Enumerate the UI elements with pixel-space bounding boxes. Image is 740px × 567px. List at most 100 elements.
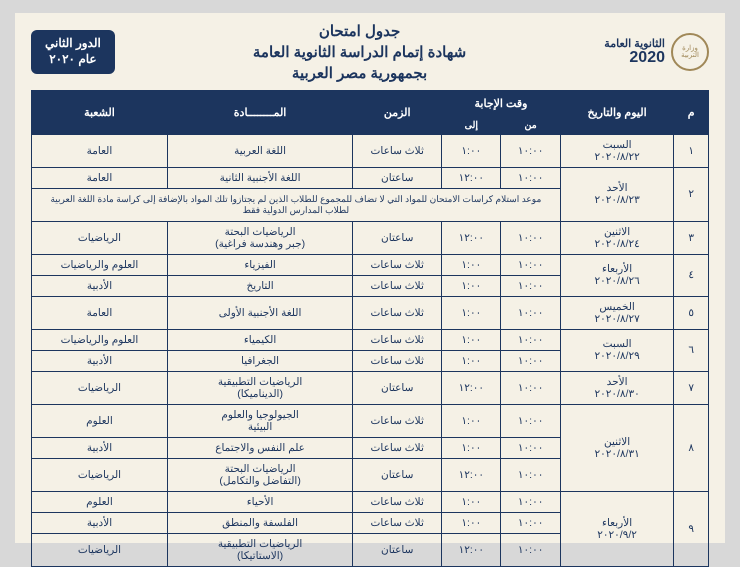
- cell-index: ٧: [674, 371, 709, 404]
- cell-subject: الرياضيات البحتة(جبر وهندسة فراغية): [167, 221, 352, 254]
- cell-branch: العلوم: [32, 404, 168, 437]
- year-logo: الثانوية العامة 2020: [604, 39, 665, 66]
- table-head: م اليوم والتاريخ وقت الإجابة الزمن المــ…: [32, 90, 709, 134]
- cell-to: ١:٠٠: [442, 254, 501, 275]
- cell-subject: الجيولوجيا والعلومالبيئية: [167, 404, 352, 437]
- cell-subject: الرياضيات البحتة(التفاضل والتكامل): [167, 458, 352, 491]
- ministry-emblem: وزارةالتربية: [671, 33, 709, 71]
- col-duration: الزمن: [353, 90, 442, 134]
- cell-subject: التاريخ: [167, 275, 352, 296]
- cell-to: ١٢:٠٠: [442, 167, 501, 188]
- cell-from: ١٠:٠٠: [501, 533, 560, 566]
- cell-subject: اللغة العربية: [167, 134, 352, 167]
- cell-index: ١: [674, 134, 709, 167]
- cell-branch: العلوم: [32, 491, 168, 512]
- cell-to: ١:٠٠: [442, 296, 501, 329]
- cell-branch: الأدبية: [32, 275, 168, 296]
- cell-subject: الأحياء: [167, 491, 352, 512]
- cell-from: ١٠:٠٠: [501, 404, 560, 437]
- logo-area: وزارةالتربية الثانوية العامة 2020: [604, 33, 709, 71]
- col-to: إلى: [442, 116, 501, 134]
- cell-duration: ثلاث ساعات: [353, 329, 442, 350]
- cell-subject: الرياضيات التطبيقية(الاستاتيكا): [167, 533, 352, 566]
- table-row: ٣الاثنين٢٠٢٠/٨/٢٤١٠:٠٠١٢:٠٠ساعتانالرياضي…: [32, 221, 709, 254]
- cell-duration: ساعتان: [353, 167, 442, 188]
- table-row: ٢الأحد٢٠٢٠/٨/٢٣١٠:٠٠١٢:٠٠ساعتاناللغة الأ…: [32, 167, 709, 188]
- cell-duration: ثلاث ساعات: [353, 296, 442, 329]
- table-row: ٧الأحد٢٠٢٠/٨/٣٠١٠:٠٠١٢:٠٠ساعتانالرياضيات…: [32, 371, 709, 404]
- cell-duration: ساعتان: [353, 221, 442, 254]
- cell-to: ١:٠٠: [442, 275, 501, 296]
- cell-branch: العلوم والرياضيات: [32, 254, 168, 275]
- cell-duration: ثلاث ساعات: [353, 134, 442, 167]
- cell-index: ٥: [674, 296, 709, 329]
- cell-branch: الأدبية: [32, 512, 168, 533]
- cell-day: السبت٢٠٢٠/٨/٢٢: [560, 134, 674, 167]
- cell-to: ١:٠٠: [442, 437, 501, 458]
- col-index: م: [674, 90, 709, 134]
- header: وزارةالتربية الثانوية العامة 2020 جدول ا…: [31, 21, 709, 84]
- cell-from: ١٠:٠٠: [501, 437, 560, 458]
- exam-schedule-page: وزارةالتربية الثانوية العامة 2020 جدول ا…: [15, 13, 725, 543]
- cell-from: ١٠:٠٠: [501, 491, 560, 512]
- cell-subject: الجغرافيا: [167, 350, 352, 371]
- cell-index: ٢: [674, 167, 709, 221]
- cell-duration: ثلاث ساعات: [353, 404, 442, 437]
- cell-day: السبت٢٠٢٠/٨/٢٩: [560, 329, 674, 371]
- cell-from: ١٠:٠٠: [501, 221, 560, 254]
- cell-subject: الكيمياء: [167, 329, 352, 350]
- cell-to: ١:٠٠: [442, 350, 501, 371]
- cell-index: ٨: [674, 404, 709, 491]
- exam-table: م اليوم والتاريخ وقت الإجابة الزمن المــ…: [31, 90, 709, 567]
- cell-subject: الرياضيات التطبيقية(الديناميكا): [167, 371, 352, 404]
- cell-subject: الفيزياء: [167, 254, 352, 275]
- cell-subject: الفلسفة والمنطق: [167, 512, 352, 533]
- cell-subject: اللغة الأجنبية الأولى: [167, 296, 352, 329]
- cell-to: ١:٠٠: [442, 329, 501, 350]
- cell-to: ١٢:٠٠: [442, 221, 501, 254]
- cell-branch: العلوم والرياضيات: [32, 329, 168, 350]
- cell-to: ١:٠٠: [442, 491, 501, 512]
- cell-to: ١٢:٠٠: [442, 458, 501, 491]
- col-day: اليوم والتاريخ: [560, 90, 674, 134]
- cell-to: ١٢:٠٠: [442, 533, 501, 566]
- cell-duration: ثلاث ساعات: [353, 491, 442, 512]
- cell-branch: الأدبية: [32, 437, 168, 458]
- cell-duration: ساعتان: [353, 533, 442, 566]
- cell-from: ١٠:٠٠: [501, 329, 560, 350]
- cell-branch: العامة: [32, 167, 168, 188]
- cell-branch: الرياضيات: [32, 533, 168, 566]
- cell-day: الاثنين٢٠٢٠/٨/٣١: [560, 404, 674, 491]
- cell-from: ١٠:٠٠: [501, 167, 560, 188]
- title-block: جدول امتحان شهادة إتمام الدراسة الثانوية…: [115, 21, 604, 84]
- cell-day: الأربعاء٢٠٢٠/٨/٢٦: [560, 254, 674, 296]
- cell-from: ١٠:٠٠: [501, 458, 560, 491]
- cell-duration: ثلاث ساعات: [353, 254, 442, 275]
- cell-from: ١٠:٠٠: [501, 254, 560, 275]
- cell-branch: العامة: [32, 296, 168, 329]
- cell-day: الأحد٢٠٢٠/٨/٢٣: [560, 167, 674, 221]
- cell-branch: العامة: [32, 134, 168, 167]
- cell-from: ١٠:٠٠: [501, 371, 560, 404]
- cell-duration: ثلاث ساعات: [353, 437, 442, 458]
- cell-from: ١٠:٠٠: [501, 350, 560, 371]
- cell-branch: الرياضيات: [32, 458, 168, 491]
- col-branch: الشعبة: [32, 90, 168, 134]
- cell-to: ١:٠٠: [442, 512, 501, 533]
- col-subject: المــــــــادة: [167, 90, 352, 134]
- col-from: من: [501, 116, 560, 134]
- cell-from: ١٠:٠٠: [501, 275, 560, 296]
- cell-duration: ساعتان: [353, 371, 442, 404]
- cell-subject: اللغة الأجنبية الثانية: [167, 167, 352, 188]
- cell-to: ١:٠٠: [442, 134, 501, 167]
- cell-branch: الرياضيات: [32, 371, 168, 404]
- col-time: وقت الإجابة: [442, 90, 561, 116]
- cell-duration: ثلاث ساعات: [353, 512, 442, 533]
- cell-from: ١٠:٠٠: [501, 134, 560, 167]
- cell-day: الخميس٢٠٢٠/٨/٢٧: [560, 296, 674, 329]
- table-row: ١السبت٢٠٢٠/٨/٢٢١٠:٠٠١:٠٠ثلاث ساعاتاللغة …: [32, 134, 709, 167]
- cell-index: ٤: [674, 254, 709, 296]
- cell-day: الاثنين٢٠٢٠/٨/٢٤: [560, 221, 674, 254]
- cell-subject: علم النفس والاجتماع: [167, 437, 352, 458]
- table-row: ٩الأربعاء٢٠٢٠/٩/٢١٠:٠٠١:٠٠ثلاث ساعاتالأح…: [32, 491, 709, 512]
